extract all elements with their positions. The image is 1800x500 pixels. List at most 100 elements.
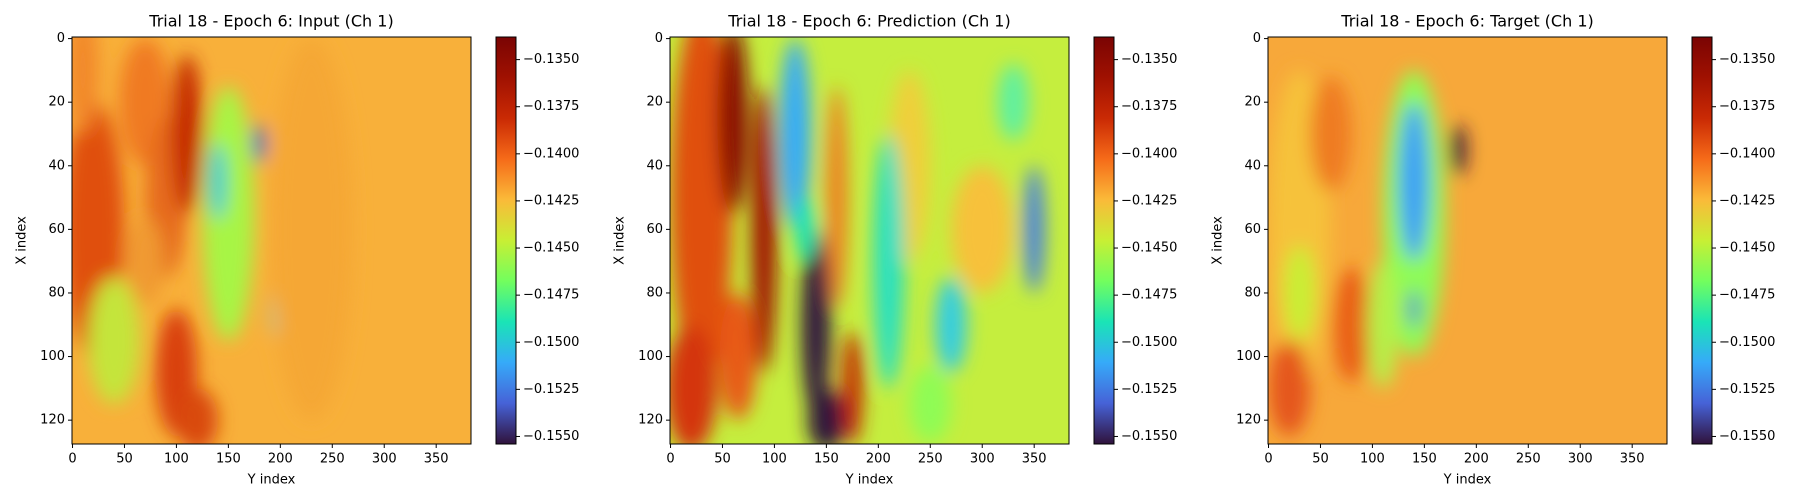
heatmap-blob	[253, 124, 266, 163]
heatmap-blob	[1284, 245, 1316, 341]
y-tick-label: 100	[638, 349, 663, 364]
x-tick-label: 250	[1516, 452, 1541, 467]
x-tick-label: 0	[666, 452, 674, 467]
heatmap-blob	[935, 277, 967, 373]
colorbar-tick-label: −0.1450	[1121, 241, 1177, 256]
heatmap-blob	[269, 38, 354, 421]
y-tick-label: 20	[48, 95, 65, 110]
x-axis-label: Y index	[247, 473, 296, 488]
colorbar-tick-label: −0.1425	[1719, 193, 1775, 208]
x-tick-label: 150	[814, 452, 839, 467]
x-tick-label: 100	[164, 452, 189, 467]
x-axis-label: Y index	[1443, 473, 1492, 488]
y-tick-label: 0	[1253, 31, 1261, 46]
y-tick-label: 40	[646, 158, 663, 173]
x-tick-label: 250	[320, 452, 345, 467]
colorbar-tick-label: −0.1350	[523, 52, 579, 67]
heatmap-blob	[779, 38, 811, 230]
x-tick-label: 200	[268, 452, 293, 467]
x-tick-label: 300	[372, 452, 397, 467]
colorbar-tick-label: −0.1400	[523, 146, 579, 161]
y-tick-label: 120	[40, 413, 65, 428]
colorbar	[1093, 36, 1115, 445]
colorbar-tick-label: −0.1525	[523, 382, 579, 397]
x-tick-label: 200	[866, 452, 891, 467]
x-tick-label: 300	[970, 452, 995, 467]
axes-frame	[71, 36, 472, 445]
heatmap-blob	[951, 165, 1014, 293]
x-axis-label: Y index	[845, 473, 894, 488]
colorbar-tick-label: −0.1425	[1121, 193, 1177, 208]
x-tick-label: 50	[116, 452, 133, 467]
colorbar-tick-label: −0.1375	[523, 99, 579, 114]
heatmap-blob	[717, 37, 749, 214]
colorbar-tick-label: −0.1550	[1121, 429, 1177, 444]
heatmap-blob	[209, 143, 227, 220]
heatmap-blob	[873, 133, 905, 389]
y-tick-label: 120	[1236, 413, 1261, 428]
colorbar	[1691, 36, 1713, 445]
x-tick-label: 300	[1568, 452, 1593, 467]
y-axis-label: X index	[613, 216, 628, 265]
heatmap-blob	[1332, 267, 1371, 382]
colorbar	[495, 36, 517, 445]
panel: Trial 18 - Epoch 6: Prediction (Ch 1) 0 50…	[613, 12, 1178, 488]
y-tick-label: 20	[646, 95, 663, 110]
colorbar-tick-label: −0.1525	[1719, 382, 1775, 397]
colorbar-tick-label: −0.1450	[1719, 241, 1775, 256]
y-tick-label: 80	[646, 285, 663, 300]
colorbar-tick-label: −0.1375	[1121, 99, 1177, 114]
x-tick-label: 200	[1464, 452, 1489, 467]
heatmap-blob	[909, 366, 952, 443]
heatmap-blob	[72, 37, 99, 134]
x-tick-label: 50	[1312, 452, 1329, 467]
heatmap-image	[72, 37, 471, 444]
heatmap-blobs	[72, 37, 354, 444]
heatmap-blob	[171, 54, 203, 214]
y-tick-label: 80	[48, 285, 65, 300]
colorbar-tick-label: −0.1450	[523, 241, 579, 256]
colorbar-tick-label: −0.1425	[523, 193, 579, 208]
heatmap-blob	[126, 216, 164, 306]
chart-title: Trial 18 - Epoch 6: Prediction (Ch 1)	[727, 12, 1010, 31]
y-tick-label: 0	[655, 31, 663, 46]
colorbar-tick-label: −0.1475	[523, 288, 579, 303]
y-axis-label: X index	[15, 216, 30, 265]
heatmap-blob	[1023, 165, 1045, 293]
y-tick-label: 0	[57, 31, 65, 46]
colorbar-tick-label: −0.1400	[1121, 146, 1177, 161]
heatmap-image	[670, 37, 1069, 444]
heatmap-blob	[1398, 102, 1430, 262]
y-tick-label: 60	[646, 222, 663, 237]
y-tick-label: 60	[1244, 222, 1261, 237]
x-tick-label: 150	[216, 452, 241, 467]
heatmap-blob	[826, 86, 848, 309]
y-tick-label: 100	[40, 349, 65, 364]
heatmap-blob	[88, 277, 141, 405]
x-tick-label: 100	[762, 452, 787, 467]
axes-frame	[1267, 36, 1668, 445]
colorbar-tick-label: −0.1550	[523, 429, 579, 444]
heatmap-blob	[801, 229, 831, 421]
x-tick-label: 0	[1264, 452, 1272, 467]
colorbar-tick-label: −0.1550	[1719, 429, 1775, 444]
x-tick-label: 50	[714, 452, 731, 467]
heatmap-image	[1268, 37, 1667, 444]
x-tick-label: 350	[1022, 452, 1047, 467]
colorbar-tick-label: −0.1500	[1121, 335, 1177, 350]
heatmap-blob	[1310, 76, 1352, 192]
y-tick-label: 100	[1236, 349, 1261, 364]
y-tick-label: 40	[48, 158, 65, 173]
heatmap-blob	[1451, 124, 1466, 176]
heatmap-blobs	[1268, 70, 1466, 437]
x-tick-label: 100	[1360, 452, 1385, 467]
heatmap-blob	[202, 86, 255, 341]
colorbar-tick-label: −0.1350	[1719, 52, 1775, 67]
colorbar-tick-label: −0.1500	[1719, 335, 1775, 350]
y-tick-label: 60	[48, 222, 65, 237]
heatmap-blob	[997, 64, 1029, 141]
heatmap-blob	[670, 37, 733, 389]
heatmap-blob	[751, 86, 777, 373]
colorbar-tick-label: −0.1500	[523, 335, 579, 350]
